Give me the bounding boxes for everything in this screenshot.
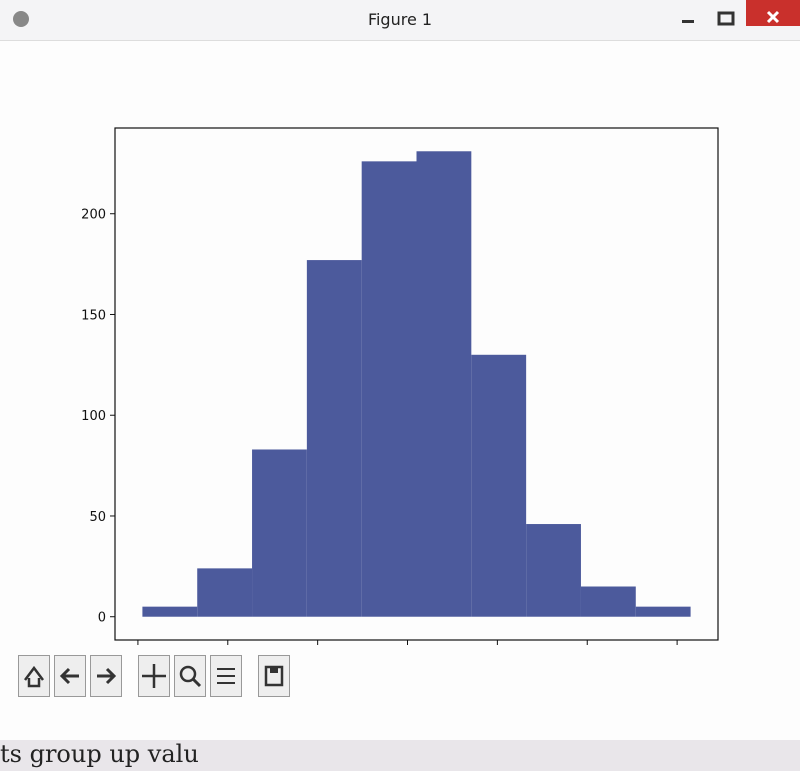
- forward-button[interactable]: [90, 655, 122, 697]
- configure-button[interactable]: [210, 655, 242, 697]
- histogram-bar: [307, 260, 362, 617]
- x-tick-label: −2: [218, 649, 237, 650]
- page: {"window": {"title": "Figure 1"}, "chart…: [0, 0, 800, 771]
- y-tick-label: 50: [89, 510, 106, 525]
- back-button[interactable]: [54, 655, 86, 697]
- chart: 0 50 100 150 200 −3 −2 −1 0 1 2 3: [0, 40, 800, 650]
- title-bar: Figure 1: [0, 0, 800, 41]
- y-tick-label: 150: [81, 308, 106, 323]
- home-button[interactable]: [18, 655, 50, 697]
- background-text: ts group up valu: [0, 740, 199, 768]
- histogram-bar: [142, 607, 197, 617]
- histogram-bar: [471, 355, 526, 617]
- figure-window: Figure 1 0 50 100 150 200 −3 −2 −1 0 1 2 3: [0, 0, 800, 740]
- x-tick-label: 1: [493, 649, 501, 650]
- maximize-button[interactable]: [708, 6, 744, 32]
- x-tick-label: −3: [128, 649, 147, 650]
- minimize-button[interactable]: [670, 6, 706, 32]
- close-button[interactable]: [746, 0, 800, 26]
- histogram-bar: [362, 161, 417, 616]
- histogram-bar: [252, 449, 307, 616]
- histogram-bar: [417, 151, 472, 616]
- x-tick-label: −1: [308, 649, 327, 650]
- save-button[interactable]: [258, 655, 290, 697]
- y-tick-label: 100: [81, 409, 106, 424]
- histogram-bar: [197, 568, 252, 616]
- toolbar: [18, 655, 290, 713]
- x-tick-label: 3: [673, 649, 681, 650]
- x-tick-label: 0: [403, 649, 411, 650]
- histogram-bar: [526, 524, 581, 617]
- zoom-button[interactable]: [174, 655, 206, 697]
- histogram-bar: [581, 587, 636, 617]
- x-tick-label: 2: [583, 649, 591, 650]
- y-tick-label: 200: [81, 208, 106, 223]
- histogram-bar: [636, 607, 691, 617]
- pan-button[interactable]: [138, 655, 170, 697]
- y-tick-label: 0: [98, 611, 106, 626]
